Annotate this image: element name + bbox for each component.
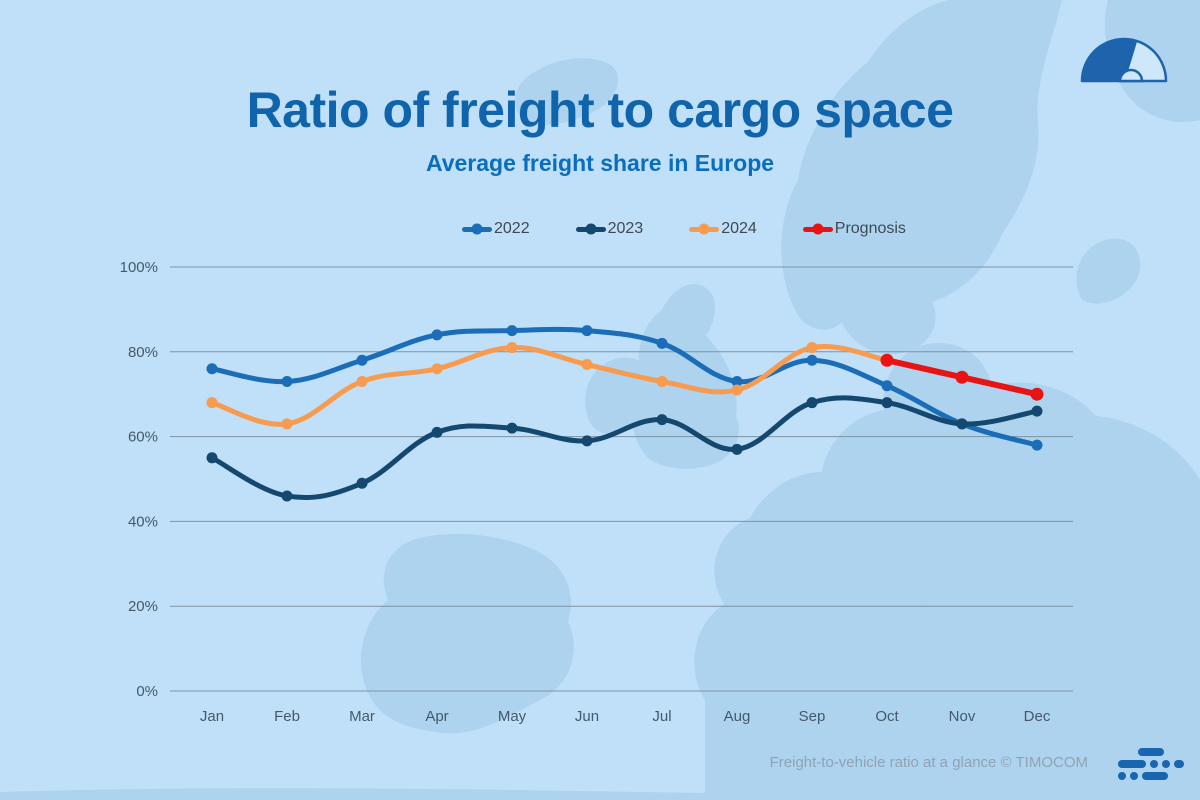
legend-item-2024: 2024 — [689, 220, 757, 238]
x-tick-label: Aug — [724, 708, 751, 725]
y-tick-label: 80% — [128, 344, 158, 361]
page-subtitle: Average freight share in Europe — [425, 149, 775, 176]
legend-item-2023: 2023 — [575, 220, 644, 238]
series-point-2023 — [356, 477, 368, 489]
y-tick-label: 0% — [136, 683, 158, 700]
legend-label-2022: 2022 — [494, 220, 530, 237]
series-point-2022 — [806, 354, 818, 366]
series-point-2023 — [806, 397, 818, 409]
series-point-prognosis — [955, 370, 969, 384]
x-tick-label: Dec — [1024, 708, 1051, 725]
series-point-2023 — [731, 443, 743, 455]
series-point-2023 — [881, 397, 893, 409]
series-point-2023 — [581, 435, 593, 447]
series-point-prognosis — [1030, 387, 1044, 401]
series-point-2023 — [206, 452, 218, 464]
series-line-2024 — [209, 343, 890, 427]
y-tick-label: 100% — [120, 259, 158, 276]
x-tick-label: Jan — [200, 708, 224, 725]
series-point-2022 — [356, 354, 368, 366]
series-point-2022 — [206, 363, 218, 375]
legend-item-prognosis: Prognosis — [802, 220, 906, 238]
series-point-2023 — [1031, 405, 1043, 417]
x-tick-label: Oct — [875, 708, 899, 725]
x-tick-label: May — [498, 708, 527, 725]
legend-marker-2024 — [689, 226, 720, 232]
series-line-2023 — [209, 395, 1040, 501]
series-point-2024 — [431, 363, 443, 375]
gauge-semicircle-icon — [1080, 37, 1168, 83]
series-point-2023 — [281, 490, 293, 502]
series-point-2022 — [1031, 439, 1043, 451]
series-point-2022 — [731, 375, 743, 387]
series-point-2022 — [431, 329, 443, 341]
series-point-2024 — [206, 397, 218, 409]
series-point-2024 — [731, 384, 743, 396]
x-tick-label: Apr — [425, 708, 448, 725]
series-point-2023 — [506, 422, 518, 434]
x-tick-label: Nov — [949, 708, 976, 725]
x-tick-label: Jun — [575, 708, 599, 725]
legend-label-prognosis: Prognosis — [834, 220, 906, 237]
series-point-2022 — [581, 325, 593, 337]
series-point-2022 — [506, 325, 518, 337]
series-point-2023 — [656, 414, 668, 426]
timocom-bars-icon — [1118, 748, 1184, 784]
series-point-2024 — [281, 418, 293, 430]
series-point-2024 — [506, 342, 518, 354]
series-point-2023 — [956, 418, 968, 430]
header: Ratio of freight to cargo space Average … — [0, 84, 1200, 177]
series-point-2023 — [431, 426, 443, 438]
chart-legend: 2022 2023 2024 Prognosis — [462, 220, 906, 238]
y-tick-label: 40% — [128, 513, 158, 530]
legend-marker-2023 — [575, 226, 606, 232]
legend-label-2024: 2024 — [721, 220, 757, 237]
x-tick-label: Feb — [274, 708, 300, 725]
y-tick-label: 20% — [128, 598, 158, 615]
series-point-2022 — [656, 337, 668, 349]
x-tick-label: Jul — [652, 708, 671, 725]
series-point-2024 — [356, 375, 368, 387]
x-tick-label: Sep — [799, 708, 826, 725]
legend-label-2023: 2023 — [607, 220, 644, 237]
series-point-2024 — [581, 359, 593, 371]
series-point-prognosis — [880, 353, 894, 367]
legend-marker-2022 — [462, 226, 492, 232]
footer-credit: Freight-to-vehicle ratio at a glance © T… — [769, 754, 1088, 771]
series-point-2022 — [881, 380, 893, 392]
legend-marker-prognosis — [802, 226, 833, 232]
x-tick-label: Mar — [349, 708, 375, 725]
legend-item-2022: 2022 — [462, 220, 530, 238]
page-title: Ratio of freight to cargo space — [246, 82, 954, 138]
series-point-2024 — [656, 375, 668, 387]
y-tick-label: 60% — [128, 429, 158, 446]
series-point-2022 — [281, 375, 293, 387]
series-point-2024 — [806, 342, 818, 354]
